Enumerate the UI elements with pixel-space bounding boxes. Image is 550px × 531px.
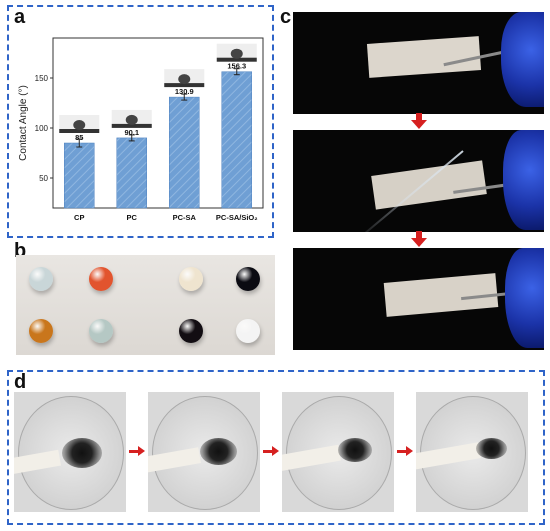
right-arrow-head — [272, 446, 279, 456]
bar-pc — [116, 137, 147, 209]
panel-c-photo-3 — [293, 248, 544, 350]
blue-glove — [503, 130, 544, 230]
down-arrow-1-head — [411, 120, 427, 129]
bar-pc-sa-sio- — [221, 71, 252, 209]
down-arrow-2 — [416, 231, 422, 239]
petri-dish-photo — [282, 392, 394, 512]
right-arrow-head — [138, 446, 145, 456]
panel-a-label: a — [14, 6, 26, 28]
droplet-inset — [59, 115, 100, 133]
y-tick-label: 150 — [35, 74, 49, 83]
data-label: 130.9 — [175, 87, 194, 96]
droplet — [29, 319, 53, 343]
blue-glove — [505, 248, 544, 348]
x-tick-label: PC-SA/SiO₂ — [216, 213, 258, 222]
droplet — [29, 267, 53, 291]
paper-strip — [366, 36, 482, 78]
droplet-grid — [16, 255, 275, 355]
bar-pc-sa — [169, 96, 200, 209]
panel-d-frame — [7, 370, 545, 525]
data-label: 90.1 — [124, 128, 139, 137]
x-tick-label: PC — [127, 213, 138, 222]
black-powder — [338, 438, 372, 462]
y-axis-label: Contact Angle (°) — [18, 85, 29, 161]
y-tick-label: 100 — [35, 124, 49, 133]
data-label: 156.3 — [227, 62, 246, 71]
panel-c-label: c — [280, 6, 292, 28]
droplet-inset — [164, 69, 205, 88]
black-powder — [62, 438, 102, 468]
droplet — [89, 319, 113, 343]
blue-glove — [501, 12, 544, 107]
droplet-inset — [216, 43, 257, 62]
panel-c-photo-1 — [293, 12, 544, 114]
panel-a-frame — [7, 5, 274, 238]
x-tick-label: CP — [74, 213, 84, 222]
droplet — [89, 267, 113, 291]
droplet-inset — [111, 109, 152, 128]
contact-angle-bar-chart: 50 100 150 Contact Angle (°) 85 CP 90.1 PC 130.… — [18, 37, 264, 222]
petri-dish-sequence — [14, 392, 539, 516]
plot-frame — [52, 37, 264, 209]
down-arrow-1 — [416, 113, 422, 121]
x-tick-label: PC-SA — [173, 213, 197, 222]
droplet — [179, 319, 203, 343]
panel-d-label: d — [14, 371, 27, 393]
right-arrow — [263, 450, 273, 453]
paper-strip — [371, 160, 487, 210]
black-powder — [476, 438, 507, 459]
petri-dish-photo — [14, 392, 126, 512]
droplet — [236, 267, 260, 291]
black-powder — [200, 438, 237, 465]
right-arrow-head — [406, 446, 413, 456]
right-arrow — [397, 450, 407, 453]
panel-b-photo — [16, 255, 275, 355]
droplet — [236, 319, 260, 343]
droplet — [179, 267, 203, 291]
panel-c-photo-2 — [293, 130, 544, 232]
right-arrow — [129, 450, 139, 453]
bar-cp — [64, 142, 95, 209]
down-arrow-2-head — [411, 238, 427, 247]
petri-dish-photo — [148, 392, 260, 512]
y-tick-label: 50 — [39, 174, 48, 183]
petri-dish-photo — [416, 392, 528, 512]
data-label: 85 — [75, 133, 83, 142]
